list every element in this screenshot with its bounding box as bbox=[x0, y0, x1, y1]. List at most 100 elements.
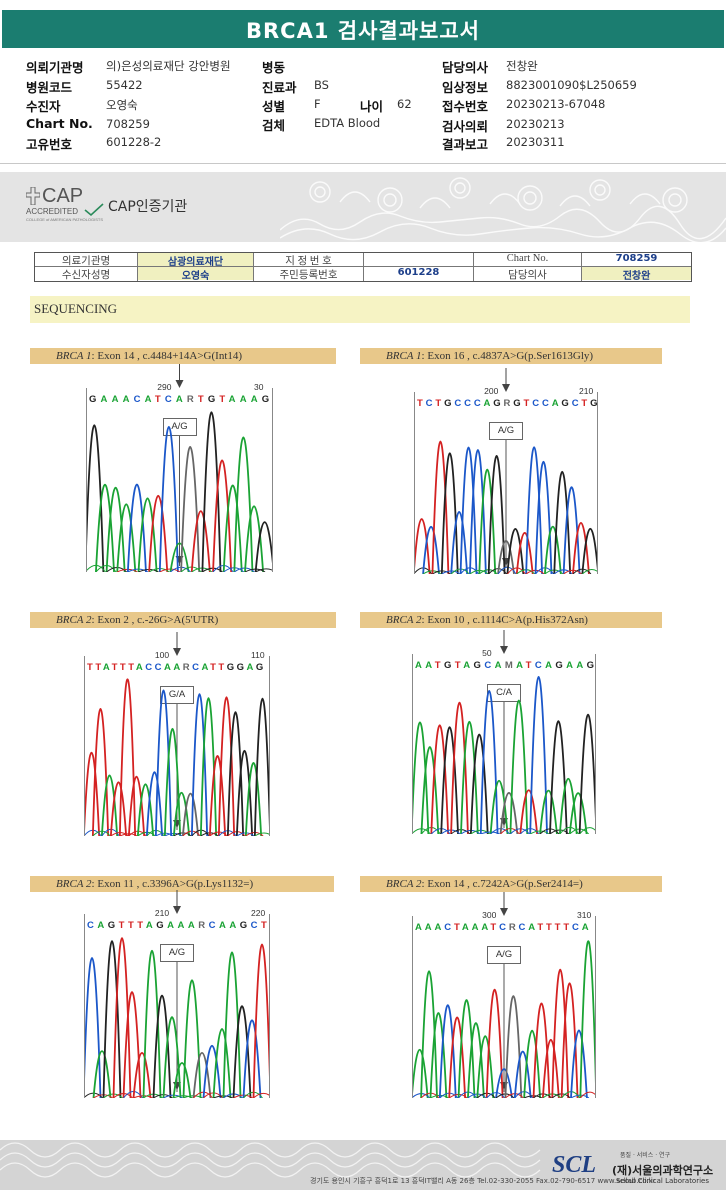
sequencing-band: SEQUENCING bbox=[30, 296, 690, 323]
request-label: 검사의뢰 bbox=[442, 119, 489, 134]
code-label: 병원코드 bbox=[26, 80, 73, 95]
trace-peak bbox=[467, 1022, 485, 1098]
trace-peak bbox=[253, 697, 269, 836]
panel-label: BRCA 2: Exon 11 , c.3396A>G(p.Lys1132=) bbox=[30, 876, 334, 892]
trace-peak bbox=[513, 1050, 532, 1098]
resident-value: 601228 bbox=[397, 267, 440, 278]
trace-peak bbox=[116, 503, 137, 572]
trace-peak bbox=[506, 528, 525, 574]
trace-peak bbox=[254, 521, 272, 572]
resident-label: 주민등록번호 bbox=[279, 270, 338, 281]
trace-peak bbox=[469, 449, 487, 574]
title-bar: BRCA1 검사결과보고서 bbox=[0, 0, 726, 56]
trace-peak bbox=[489, 780, 509, 834]
variant-desc: : Exon 14 , c.4484+14A>G(Int14) bbox=[91, 350, 243, 362]
trace-peak bbox=[169, 542, 190, 572]
trace-peak bbox=[190, 510, 211, 572]
trace-peak bbox=[145, 771, 164, 836]
scl-tagline: 품질 · 서비스 · 연구 bbox=[620, 1152, 671, 1159]
panel-label: BRCA 2: Exon 14 , c.7242A>G(p.Ser2414=) bbox=[360, 876, 662, 892]
scl-logo: SCL bbox=[552, 1152, 597, 1178]
trace-peak bbox=[163, 727, 182, 836]
chromatogram: 50 AATGTAGCAMATCAGAAG C/A bbox=[412, 630, 596, 834]
gene-name: BRCA 1 bbox=[386, 350, 422, 362]
trace-peak bbox=[509, 699, 529, 834]
trace-peak bbox=[413, 721, 430, 834]
gene-name: BRCA 2 bbox=[56, 614, 92, 626]
gene-name: BRCA 2 bbox=[386, 878, 422, 890]
trace-peak bbox=[136, 783, 155, 836]
trace-peak bbox=[142, 949, 162, 1098]
sequence-line: GAAACATCARTGTAAAG bbox=[89, 394, 274, 405]
gene-name: BRCA 1 bbox=[56, 350, 92, 362]
position-label-left: 210 bbox=[154, 908, 170, 918]
variant-desc: : Exon 11 , c.3396A>G(p.Lys1132=) bbox=[91, 878, 254, 890]
clinical-value: 8823001090$L250659 bbox=[506, 78, 637, 92]
trace-peak bbox=[422, 525, 440, 574]
variant-call-box: A/G bbox=[489, 422, 523, 440]
trace-peak bbox=[541, 1039, 560, 1098]
trace-peak bbox=[459, 446, 478, 574]
patient-label: 수진자 bbox=[26, 99, 61, 114]
trace-peak bbox=[212, 459, 233, 572]
scl-org-name: (재)서울의과학연구소 bbox=[612, 1164, 714, 1177]
trace-peak bbox=[440, 726, 459, 834]
trace-peak bbox=[420, 970, 438, 1098]
inst-value: 삼광의료재단 bbox=[138, 253, 253, 268]
trace-peak bbox=[450, 511, 469, 574]
variant-call-box: A/G bbox=[162, 418, 197, 436]
sub-table: 의료기관명 삼광의료재단 지 정 번 호 Chart No. 708259 수신… bbox=[34, 252, 692, 282]
trace-peak bbox=[438, 1004, 457, 1098]
variant-desc: : Exon 2 , c.-26G>A(5'UTR) bbox=[91, 614, 219, 626]
variant-desc: : Exon 16 , c.4837A>G(p.Ser1613Gly) bbox=[421, 350, 594, 362]
trace-peak bbox=[118, 678, 137, 836]
variant-desc: : Exon 10 , c.1114C>A(p.His372Asn) bbox=[421, 614, 588, 626]
trace-peak bbox=[529, 676, 548, 834]
trace-peak bbox=[578, 714, 595, 834]
position-label-right: 220 bbox=[251, 908, 266, 918]
trace-peak bbox=[162, 1016, 182, 1098]
trace-peak bbox=[244, 505, 264, 572]
trace-peak bbox=[172, 1062, 192, 1098]
chromatogram: 210 220 CAGTTTAGAAARCAAGCT A/G bbox=[84, 890, 271, 1098]
sequence-line: TTATTTACCAARCATTGGAG bbox=[87, 662, 266, 673]
trace-noise bbox=[253, 1092, 269, 1098]
trace-peak bbox=[568, 792, 588, 834]
dept-label: 진료과 bbox=[262, 80, 297, 95]
trace-peak bbox=[201, 411, 222, 572]
trace-noise bbox=[579, 827, 595, 834]
trace-peak bbox=[212, 1028, 232, 1098]
trace-peak bbox=[226, 711, 245, 836]
gene-name: BRCA 2 bbox=[56, 878, 92, 890]
trace-plot bbox=[413, 892, 595, 1098]
trace-peak bbox=[558, 778, 578, 834]
trace-peak bbox=[523, 1029, 541, 1098]
trace-peak bbox=[543, 525, 562, 574]
trace-peak bbox=[112, 937, 132, 1098]
trace-peak bbox=[244, 762, 263, 836]
variant-call-box: C/A bbox=[487, 684, 521, 702]
trace-peak bbox=[581, 527, 597, 574]
arrow-head bbox=[173, 906, 181, 914]
sex-label: 성별 bbox=[262, 99, 286, 114]
trace-peak bbox=[476, 1035, 495, 1098]
chart-label: Chart No. bbox=[26, 116, 93, 131]
patient-value: 오영숙 bbox=[106, 98, 138, 112]
hospital-value: 의)은성의료재단 강안병원 bbox=[106, 59, 231, 73]
trace-peak bbox=[154, 689, 173, 836]
check-icon bbox=[84, 203, 104, 217]
trace-peak bbox=[431, 441, 450, 574]
trace-peak bbox=[91, 708, 110, 836]
trace-plot bbox=[85, 890, 269, 1098]
trace-plot bbox=[85, 632, 269, 836]
position-label-left: 50 bbox=[482, 648, 492, 658]
trace-peak bbox=[148, 495, 169, 572]
trace-peak bbox=[413, 1048, 429, 1098]
position-label-right: 310 bbox=[577, 910, 592, 920]
receipt-value: 20230213-67048 bbox=[506, 97, 606, 111]
sequencing-title: SEQUENCING bbox=[34, 301, 118, 316]
sequence-line: CAGTTTAGAAARCAAGCT bbox=[87, 920, 271, 931]
variant-desc: : Exon 14 , c.7242A>G(p.Ser2414=) bbox=[421, 878, 583, 890]
chromatogram: 100 110 TTATTTACCAARCATTGGAG G/A bbox=[84, 632, 270, 836]
arrow-head bbox=[175, 380, 184, 388]
